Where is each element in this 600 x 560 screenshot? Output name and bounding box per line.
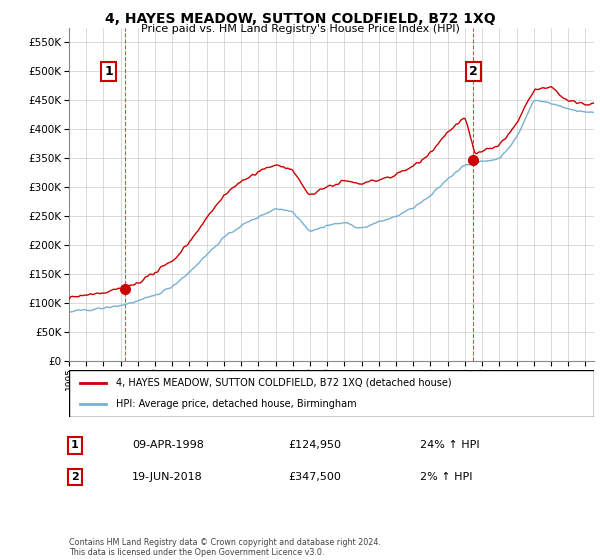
- Text: 4, HAYES MEADOW, SUTTON COLDFIELD, B72 1XQ: 4, HAYES MEADOW, SUTTON COLDFIELD, B72 1…: [104, 12, 496, 26]
- Text: 2% ↑ HPI: 2% ↑ HPI: [420, 472, 473, 482]
- Text: Price paid vs. HM Land Registry's House Price Index (HPI): Price paid vs. HM Land Registry's House …: [140, 24, 460, 34]
- Text: 19-JUN-2018: 19-JUN-2018: [132, 472, 203, 482]
- Text: 24% ↑ HPI: 24% ↑ HPI: [420, 440, 479, 450]
- Text: Contains HM Land Registry data © Crown copyright and database right 2024.
This d: Contains HM Land Registry data © Crown c…: [69, 538, 381, 557]
- Text: £124,950: £124,950: [288, 440, 341, 450]
- Text: 1: 1: [104, 65, 113, 78]
- Text: HPI: Average price, detached house, Birmingham: HPI: Average price, detached house, Birm…: [116, 399, 357, 409]
- Text: 2: 2: [469, 65, 478, 78]
- Text: 1: 1: [71, 440, 79, 450]
- FancyBboxPatch shape: [69, 370, 594, 417]
- Text: 2: 2: [71, 472, 79, 482]
- Text: £347,500: £347,500: [288, 472, 341, 482]
- Text: 4, HAYES MEADOW, SUTTON COLDFIELD, B72 1XQ (detached house): 4, HAYES MEADOW, SUTTON COLDFIELD, B72 1…: [116, 378, 452, 388]
- Text: 09-APR-1998: 09-APR-1998: [132, 440, 204, 450]
